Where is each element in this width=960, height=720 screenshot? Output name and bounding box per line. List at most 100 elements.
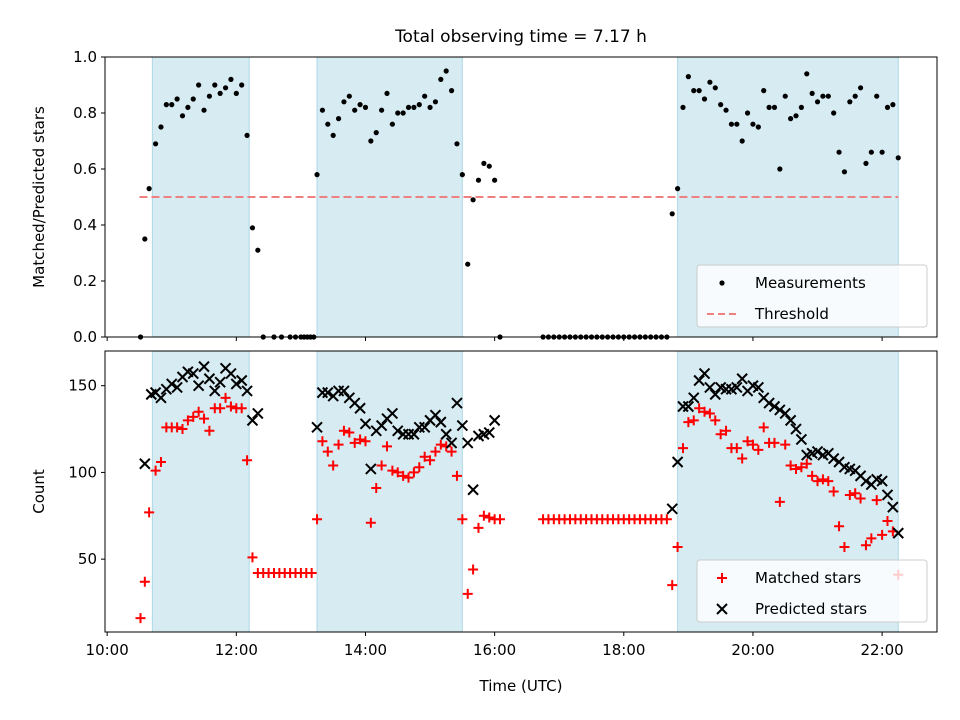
matched-star-point bbox=[398, 470, 409, 481]
measurement-point bbox=[744, 110, 751, 116]
predicted-star-point bbox=[166, 378, 178, 390]
matched-star-point bbox=[236, 403, 247, 414]
measurement-point bbox=[255, 247, 261, 253]
measurement-point bbox=[142, 236, 148, 242]
matched-star-point bbox=[704, 408, 715, 419]
x-tick-label: 22:00 bbox=[860, 641, 903, 659]
matched-star-point bbox=[451, 470, 462, 481]
measurement-point bbox=[217, 90, 223, 96]
matched-star-point bbox=[381, 441, 392, 452]
matched-star-point bbox=[672, 542, 683, 553]
measurement-point bbox=[389, 121, 395, 127]
measurement-point bbox=[239, 82, 245, 88]
measurement-point bbox=[244, 132, 250, 138]
matched-star-point bbox=[780, 439, 791, 450]
measurement-point bbox=[373, 130, 379, 136]
matched-star-point bbox=[376, 460, 387, 471]
predicted-star-point bbox=[187, 367, 199, 380]
measurement-point bbox=[820, 93, 826, 99]
predicted-star-point bbox=[881, 489, 894, 501]
y-tick-label: 0.4 bbox=[73, 216, 97, 234]
x-axis-label: Time (UTC) bbox=[479, 677, 563, 695]
y-tick-label: 0.0 bbox=[73, 328, 97, 346]
measurement-point bbox=[750, 121, 756, 127]
measurement-point bbox=[728, 121, 735, 127]
predicted-star-point bbox=[704, 381, 716, 394]
chart-title: Total observing time = 7.17 h bbox=[394, 27, 647, 47]
matched-star-point bbox=[387, 465, 398, 476]
measurement-point bbox=[475, 177, 482, 183]
observing-interval bbox=[151, 350, 250, 633]
matched-star-point bbox=[430, 446, 441, 457]
measurement-point bbox=[379, 107, 385, 113]
predicted-star-point bbox=[666, 503, 678, 515]
predicted-star-point bbox=[192, 379, 205, 392]
measurement-point bbox=[325, 121, 331, 127]
measurement-point bbox=[798, 104, 804, 110]
measurement-point bbox=[169, 102, 175, 108]
matched-star-point bbox=[139, 576, 150, 587]
predicted-star-point bbox=[322, 386, 334, 399]
legend-marker bbox=[716, 603, 728, 615]
measurement-point bbox=[895, 155, 901, 161]
measurement-point bbox=[782, 93, 788, 99]
predicted-star-point bbox=[811, 445, 824, 458]
predicted-star-point bbox=[488, 414, 501, 427]
measurement-point bbox=[804, 71, 810, 77]
y-tick-label: 0.2 bbox=[73, 272, 97, 290]
predicted-star-point bbox=[246, 414, 259, 427]
measurement-point bbox=[454, 141, 460, 147]
predicted-star-point bbox=[768, 400, 781, 413]
measurement-point bbox=[314, 172, 320, 178]
matched-star-point bbox=[408, 467, 419, 478]
measurement-point bbox=[411, 104, 417, 110]
predicted-star-point bbox=[365, 463, 377, 475]
matched-star-point bbox=[742, 436, 753, 447]
x-tick-label: 16:00 bbox=[473, 641, 516, 659]
predicted-star-point bbox=[779, 407, 791, 420]
matched-star-point bbox=[135, 613, 146, 624]
measurement-point bbox=[196, 82, 202, 88]
measurement-point bbox=[675, 186, 681, 192]
measurement-point bbox=[863, 160, 869, 166]
measurement-point bbox=[825, 93, 831, 99]
predicted-star-point bbox=[467, 484, 479, 496]
measurement-point bbox=[362, 104, 369, 110]
matched-star-point bbox=[683, 417, 694, 428]
measurement-point bbox=[190, 96, 196, 102]
measurement-point bbox=[841, 169, 848, 175]
matched-star-point bbox=[392, 467, 403, 478]
matched-star-point bbox=[355, 434, 366, 445]
predicted-star-point bbox=[198, 360, 210, 373]
matched-star-point bbox=[812, 476, 823, 487]
matched-star-point bbox=[414, 462, 425, 473]
matched-star-point bbox=[731, 443, 742, 454]
matched-star-point bbox=[193, 406, 204, 417]
matched-star-point bbox=[801, 458, 812, 469]
measurement-point bbox=[852, 93, 858, 99]
matched-star-point bbox=[144, 507, 155, 518]
measurement-point bbox=[319, 107, 326, 113]
matched-star-point bbox=[188, 411, 199, 422]
predicted-star-point bbox=[440, 428, 452, 440]
predicted-star-point bbox=[752, 381, 765, 394]
measurement-point bbox=[739, 138, 745, 144]
legend-box bbox=[696, 559, 928, 623]
predicted-star-point bbox=[790, 423, 802, 435]
matched-star-point bbox=[677, 443, 688, 454]
matched-star-point bbox=[823, 476, 834, 487]
predicted-star-point bbox=[338, 385, 350, 397]
y-tick-label: 1.0 bbox=[73, 48, 97, 66]
measurement-point bbox=[330, 132, 336, 138]
measurement-point bbox=[459, 172, 465, 178]
matched-star-point bbox=[882, 515, 893, 526]
measurement-point bbox=[766, 104, 772, 110]
legend-label: Measurements bbox=[755, 274, 866, 292]
predicted-star-point bbox=[408, 428, 420, 440]
predicted-star-point bbox=[693, 374, 705, 387]
y-tick-label: 100 bbox=[68, 463, 97, 481]
predicted-star-point bbox=[483, 426, 495, 439]
y-tick-label: 0.6 bbox=[73, 160, 97, 178]
measurement-point bbox=[836, 149, 842, 155]
predicted-star-point bbox=[860, 475, 872, 487]
